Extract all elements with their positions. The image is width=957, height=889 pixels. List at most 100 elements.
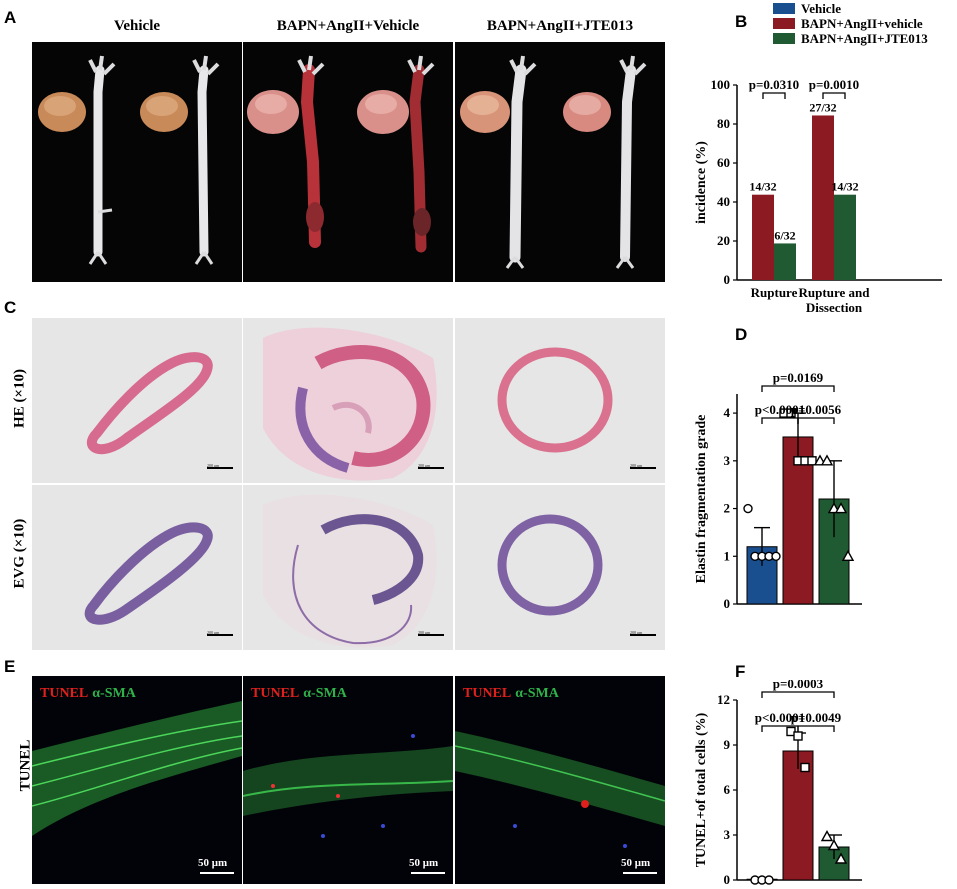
evg-image-bapn-jte013: 200 μm [455,485,665,650]
data-point [800,762,810,773]
legend-swatch [773,18,795,29]
scale-bar [411,872,445,874]
stain-label-tunel: TUNEL [463,686,512,701]
data-point [834,852,848,864]
significance-bracket [797,417,835,424]
scale-label: 200 μm [418,463,431,468]
row-label-he: HE (×10) [11,369,28,428]
data-point [820,830,834,842]
data-point [786,408,796,418]
evg-image-vehicle: 200 μm [32,485,242,650]
panel-label-c: C [4,298,17,317]
bar-value-label: 6/32 [774,228,795,242]
p-value-label: p=0.0010 [809,77,859,92]
y-tick-label: 80 [717,116,730,131]
y-axis-label: TUNEL+of total cells (%) [694,712,709,867]
p-value-label: p=0.0003 [773,680,824,691]
elastin-fragmentation-chart: 0 1 2 3 4 Elastin fragmentation grade p=0.0169… [694,370,862,611]
aorta-photo-vehicle [32,42,242,282]
he-image-bapn-jte013: 200 μm [455,318,665,483]
y-tick-label: 2 [724,501,731,516]
significance-bracket [761,385,835,392]
x-tick-label: Rupture [751,285,798,300]
y-tick-label: 1 [724,548,731,563]
legend-item: BAPN+AngII+vehicle [773,16,928,31]
p-value-label: p<0.0001 [755,402,805,417]
y-tick-label: 3 [724,453,731,468]
scale-label: 50 μm [198,857,228,869]
scale-bar [418,634,444,636]
he-image-vehicle: 200 μm [32,318,242,483]
y-tick-label: 20 [717,233,730,248]
y-tick-label: 60 [717,155,730,170]
scale-label: 200 μm [630,630,643,635]
stain-legend: TUNEL α-SMA [463,684,559,702]
panel-label-d: D [735,325,748,344]
column-header-vehicle: Vehicle [113,18,161,34]
tunel-image-bapn-jte013: TUNEL α-SMA 50 μm [455,676,665,884]
bar-value-label: 14/32 [831,180,858,194]
scale-label: 50 μm [409,857,439,869]
scale-bar [630,467,656,469]
tunel-image-vehicle: TUNEL α-SMA 50 μm [32,676,242,884]
significance-bracket [762,92,786,99]
column-header-bapn-vehicle: BAPN+AngII+Vehicle [276,18,420,34]
data-point [841,549,855,561]
significance-bracket [761,417,799,424]
stain-legend: TUNEL α-SMA [40,684,136,702]
stain-label-sma: α-SMA [303,686,347,701]
y-tick-label: 40 [717,194,730,209]
scale-label: 50 μm [621,857,651,869]
legend-label: Vehicle [801,0,841,16]
scale-bar [200,872,234,874]
scale-label: 200 μm [207,630,220,635]
y-tick-label: 3 [724,827,731,842]
scale-bar [207,467,233,469]
legend-item: Vehicle [773,1,928,16]
y-tick-label: 0 [724,872,731,887]
y-tick-label: 100 [711,77,731,92]
p-value-label: p<0.0001 [755,710,805,725]
tunel-image-bapn-vehicle: TUNEL α-SMA 50 μm [243,676,453,884]
scale-bar [623,872,657,874]
aorta-photo-bapn-jte013 [455,42,665,282]
significance-bracket [822,92,846,99]
x-tick-label: Dissection [806,300,863,315]
data-point [827,839,841,851]
stain-label-sma: α-SMA [92,686,136,701]
column-header-bapn-jte013: BAPN+AngII+JTE013 [486,18,634,34]
data-point [771,551,781,561]
scale-bar [418,467,444,469]
tunel-positive-chart: 0 3 6 9 12 TUNEL+of total cells (%) p=0.0003 p<… [694,680,862,887]
legend-label: BAPN+AngII+vehicle [801,15,923,31]
bar [752,194,774,280]
y-tick-label: 9 [724,737,731,752]
scale-label: 200 μm [418,630,431,635]
bar [834,194,856,280]
y-tick-label: 4 [724,405,731,420]
bar [774,243,796,280]
scale-bar [207,634,233,636]
y-axis-label: incidence (%) [694,141,709,224]
y-tick-label: 12 [717,692,730,707]
bar-value-label: 14/32 [749,180,776,194]
data-point [764,875,774,885]
scale-bar [630,634,656,636]
y-tick-label: 0 [724,596,731,611]
stain-legend: TUNEL α-SMA [251,684,347,702]
he-image-bapn-vehicle: 200 μm [243,318,453,483]
data-point [807,456,817,466]
p-value-label: p=0.0169 [773,370,824,385]
panel-label-f: F [735,662,746,681]
legend-swatch [773,33,795,44]
p-value-label: p=0.0056 [791,402,842,417]
y-axis-label: Elastin fragmentation grade [694,415,709,584]
bar [812,115,834,280]
significance-bracket [761,691,835,698]
legend-swatch [773,3,795,14]
significance-bracket [797,725,835,732]
legend-label: BAPN+AngII+JTE013 [801,30,928,46]
incidence-chart: 0 20 40 60 80 100 incidence (%) 14/32 6/32 27/32 1… [694,77,942,315]
legend-item: BAPN+AngII+JTE013 [773,31,928,46]
p-value-label: p=0.0310 [749,77,799,92]
